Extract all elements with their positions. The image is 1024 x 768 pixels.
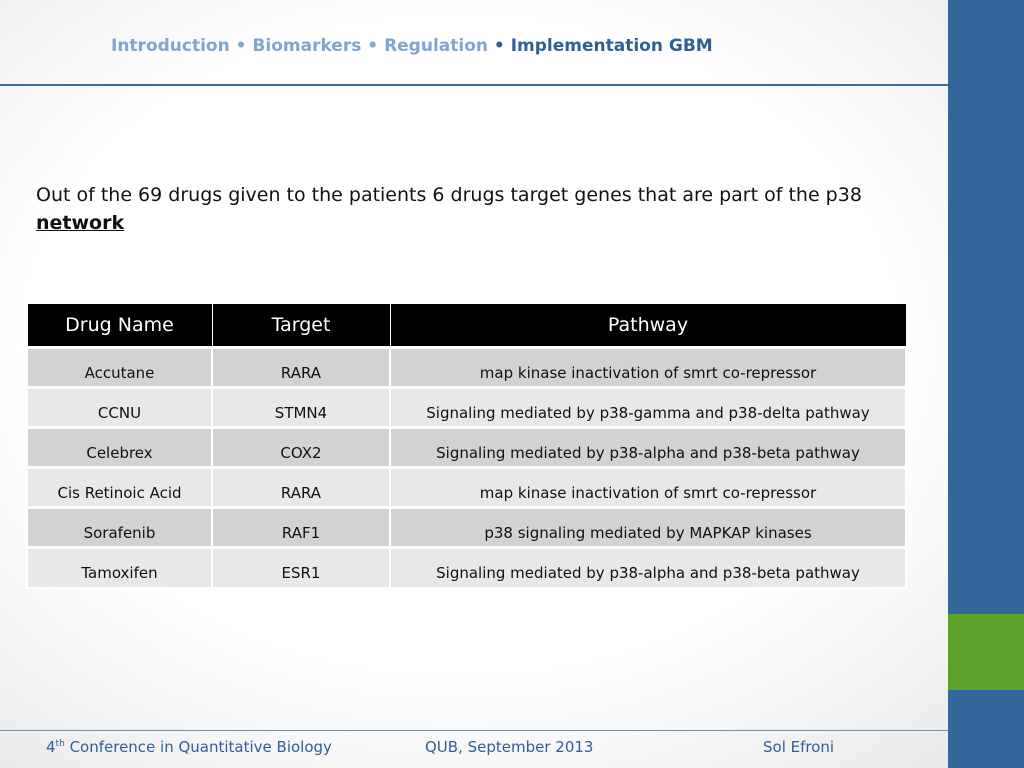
table-row: Sorafenib RAF1 p38 signaling mediated by M…: [26, 506, 907, 549]
breadcrumb-separator: •: [367, 36, 379, 56]
table-cell: ESR1: [211, 546, 391, 589]
table-cell: p38 signaling mediated by MAPKAP kinases: [389, 506, 907, 549]
conference-name: Conference in Quantitative Biology: [69, 738, 332, 756]
table-cell: Celebrex: [26, 426, 213, 469]
intro-emphasis: network: [36, 212, 125, 234]
table-cell: Sorafenib: [26, 506, 213, 549]
table-cell: map kinase inactivation of smrt co-repre…: [389, 346, 907, 389]
breadcrumb-item: Biomarkers: [252, 36, 362, 56]
breadcrumb-item: Introduction: [111, 36, 230, 56]
header-rule: [0, 84, 948, 86]
table-cell: COX2: [211, 426, 391, 469]
breadcrumb: Introduction • Biomarkers • Regulation •…: [111, 36, 713, 56]
table-cell: Signaling mediated by p38-alpha and p38-…: [389, 546, 907, 589]
breadcrumb-item: Regulation: [384, 36, 488, 56]
ordinal-suffix: th: [55, 739, 65, 749]
column-header: Pathway: [389, 303, 907, 348]
table-cell: Cis Retinoic Acid: [26, 466, 213, 509]
footer-rule: [0, 730, 948, 731]
table-cell: map kinase inactivation of smrt co-repre…: [389, 466, 907, 509]
ordinal-number: 4: [46, 738, 56, 756]
table-cell: Accutane: [26, 346, 213, 389]
table-cell: RARA: [211, 466, 391, 509]
breadcrumb-separator: •: [235, 36, 247, 56]
header-row: Drug Name Target Pathway: [26, 303, 907, 348]
table-row: Accutane RARA map kinase inactivation of s…: [26, 346, 907, 389]
table-row: Cis Retinoic Acid RARA map kinase inactiva…: [26, 466, 907, 509]
footer-conference: 4th Conference in Quantitative Biology: [46, 738, 332, 756]
accent-block: [948, 614, 1024, 690]
table-cell: Signaling mediated by p38-gamma and p38-…: [389, 386, 907, 429]
table-cell: RAF1: [211, 506, 391, 549]
intro-sentence: Out of the 69 drugs given to the patient…: [36, 184, 862, 206]
table-row: Celebrex COX2 Signaling mediated by p38-al…: [26, 426, 907, 469]
column-header: Drug Name: [26, 303, 213, 348]
intro-text: Out of the 69 drugs given to the patient…: [36, 181, 916, 237]
table-body: Accutane RARA map kinase inactivation of s…: [26, 346, 907, 589]
column-header: Target: [211, 303, 391, 348]
footer-author: Sol Efroni: [763, 738, 835, 756]
table-row: Tamoxifen ESR1 Signaling mediated by p38-a…: [26, 546, 907, 589]
table-cell: STMN4: [211, 386, 391, 429]
breadcrumb-separator: •: [493, 36, 505, 56]
table-cell: Tamoxifen: [26, 546, 213, 589]
breadcrumb-item: Implementation GBM: [510, 36, 713, 56]
footer-venue: QUB, September 2013: [425, 738, 594, 756]
drug-table: Drug Name Target Pathway Accutane RARA map ki…: [26, 303, 907, 589]
table-cell: RARA: [211, 346, 391, 389]
table-cell: Signaling mediated by p38-alpha and p38-…: [389, 426, 907, 469]
table-row: CCNU STMN4 Signaling mediated by p38-gamma…: [26, 386, 907, 429]
table-cell: CCNU: [26, 386, 213, 429]
